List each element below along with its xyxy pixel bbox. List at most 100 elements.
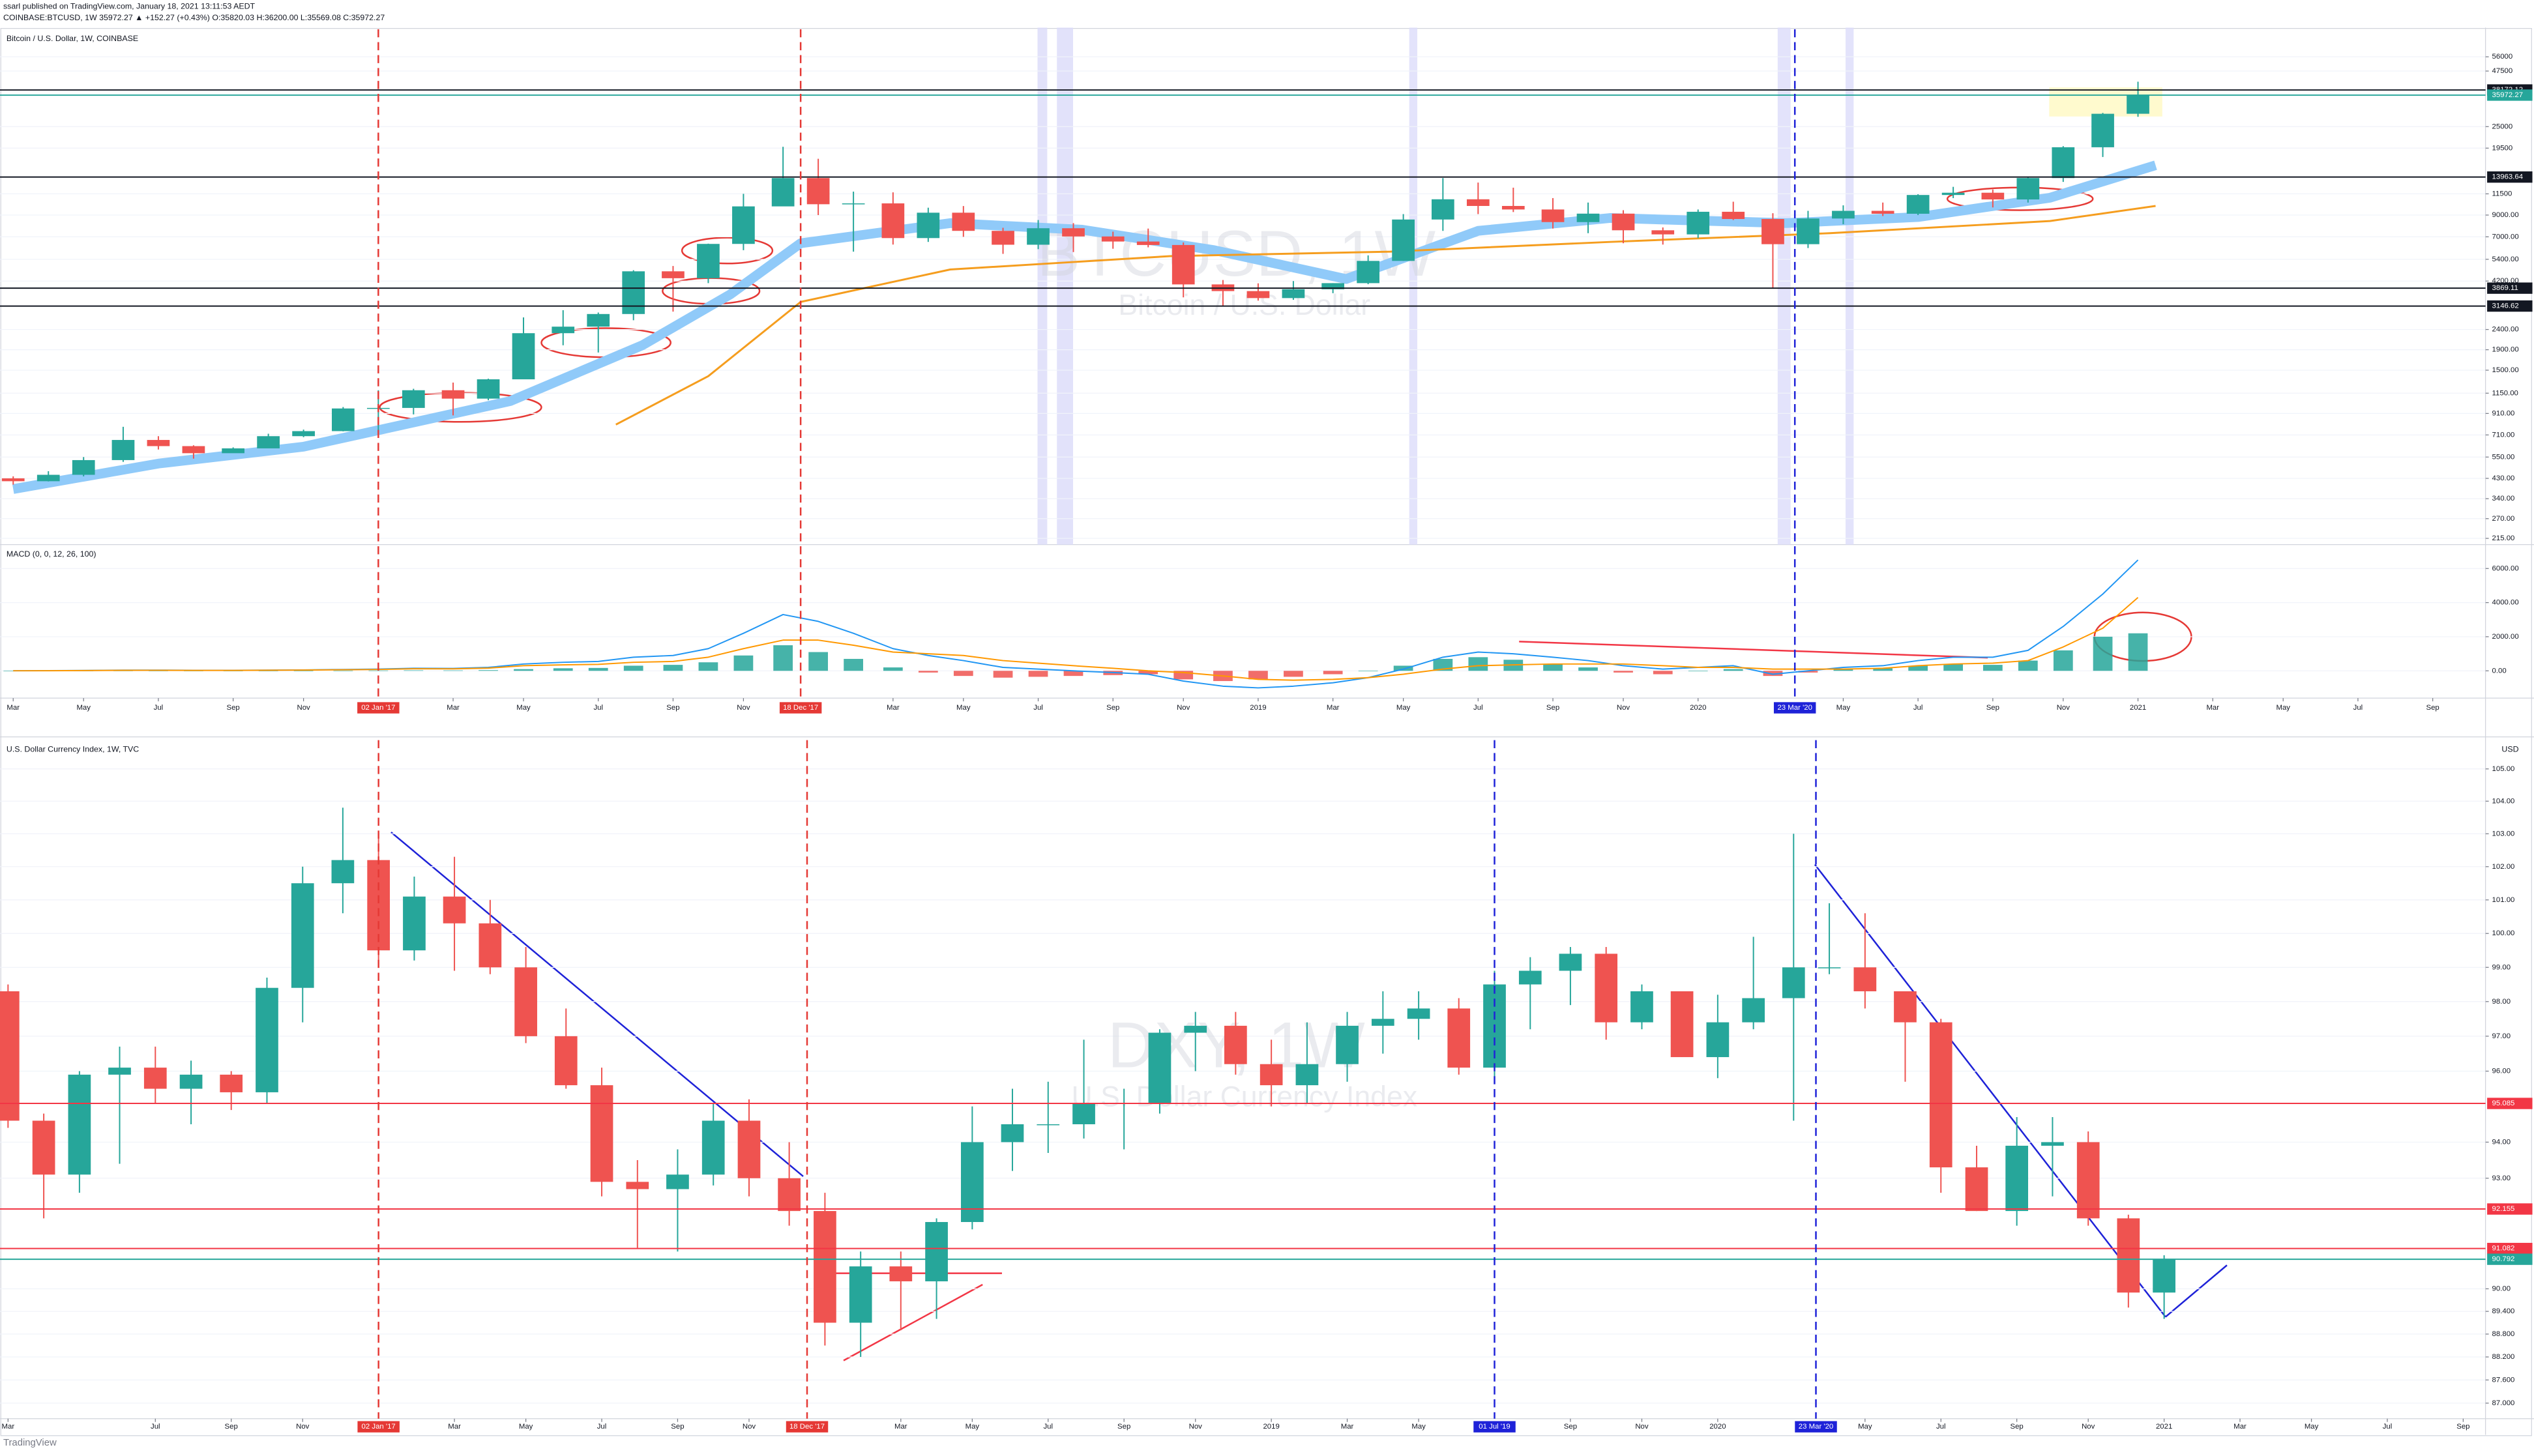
candle-body [552,327,575,334]
candle-body [1559,954,1582,971]
x-tick-label: Nov [1635,1423,1649,1431]
candle-body [257,436,280,448]
candle-body [1929,1022,1952,1168]
price-badge [2487,89,2533,101]
candle-body [1447,1008,1471,1068]
y-tick-label: 87.600 [2492,1376,2515,1384]
price-badge [2487,171,2533,183]
histogram-bar [553,668,573,671]
y-tick-label: 89.400 [2492,1307,2515,1315]
x-tick-label: May [965,1423,980,1431]
histogram-bar [1028,671,1048,677]
candle-body [1224,1025,1247,1064]
y-tick-label: 2000.00 [2492,633,2519,641]
panel-title: U.S. Dollar Currency Index, 1W, TVC [7,745,139,754]
price-badge-label: 95.085 [2492,1099,2515,1107]
candle-body [1630,991,1653,1023]
y-tick-label: 215.00 [2492,534,2515,542]
x-tick-label: Mar [887,704,900,712]
candle-body [917,212,940,239]
histogram-bar [1138,671,1158,675]
price-badge [2487,1098,2533,1109]
candle-body [1001,1124,1024,1143]
candle-body [1282,289,1305,298]
x-tick-label: Mar [2206,704,2219,712]
histogram-bar [883,667,903,671]
x-tick-label: Sep [2426,704,2439,712]
candle-body [441,390,465,399]
candle-body [179,1074,203,1089]
candle-body [1371,1019,1394,1026]
candle-body [147,440,170,446]
candle-body [806,178,830,205]
histogram-bar [1653,671,1673,675]
x-tick-label: May [1836,704,1851,712]
candle-body [1612,213,1635,231]
x-tick-label: Nov [2082,1423,2095,1431]
trend-line [1814,864,2166,1318]
candle-body [403,896,426,951]
x-tick-label: May [2305,1423,2319,1431]
histogram-bar [953,671,973,677]
price-badge [2487,1253,2533,1265]
x-tick-label: May [1858,1423,1872,1431]
y-tick-label: 11500 [2492,190,2512,197]
y-tick-label: 910.00 [2492,409,2515,417]
candle-body [849,1266,872,1323]
x-tick-label: Jul [1936,1423,1946,1431]
candle-body [1501,205,1525,210]
candle-body [1853,967,1877,991]
y-tick-label: 340.00 [2492,495,2515,502]
x-tick-label: Mar [448,1423,461,1431]
x-tick-label: Jul [154,704,164,712]
event-label: 02 Jan '17 [361,704,395,712]
candle-body [1037,1124,1060,1126]
candle-body [1321,283,1345,289]
x-tick-label: May [519,1423,533,1431]
axis-unit: USD [2501,745,2518,754]
price-badge-label: 35972.27 [2492,91,2524,99]
y-tick-label: 710.00 [2492,431,2515,439]
candle-body [1651,230,1675,235]
panel-title: Bitcoin / U.S. Dollar, 1W, COINBASE [7,34,138,43]
x-tick-label: Nov [743,1423,756,1431]
histogram-bar [623,665,643,671]
candle-body [256,987,278,1092]
candle-body [2041,1142,2064,1146]
x-tick-label: Sep [671,1423,684,1431]
x-tick-label: May [76,704,91,712]
x-tick-label: Sep [1117,1423,1130,1431]
x-tick-label: Jul [597,1423,607,1431]
x-tick-label: Sep [227,704,240,712]
candle-body [952,212,975,231]
candle-body [1706,1022,1730,1057]
y-tick-label: 270.00 [2492,515,2515,523]
y-tick-label: 47500 [2492,67,2513,75]
candle-body [1062,228,1085,237]
x-tick-label: Nov [296,1423,310,1431]
candle-body [697,244,720,278]
y-tick-label: 101.00 [2492,896,2515,904]
candle-body [662,271,685,278]
histogram-bar [1613,671,1633,673]
x-tick-label: Sep [1106,704,1119,712]
x-tick-label: May [1396,704,1411,712]
histogram-bar [1833,669,1853,671]
candle-body [111,440,135,460]
footer-logo: TradingView [3,1438,57,1448]
x-tick-label: Nov [2057,704,2070,712]
y-tick-label: 100.00 [2492,929,2515,937]
y-tick-label: 94.00 [2492,1138,2511,1146]
candle-body [1171,244,1195,285]
y-tick-label: 430.00 [2492,474,2515,482]
event-badge [779,702,822,714]
histogram-bar [1982,665,2003,671]
histogram-bar [1873,668,1893,671]
event-label: 02 Jan '17 [362,1423,396,1431]
candle-body [1782,967,1805,998]
trend-line [1519,641,1988,659]
candle-body [108,1068,131,1075]
y-tick-label: 88.200 [2492,1353,2515,1361]
highlight-bands [1037,27,1854,545]
y-tick-label: 1900.00 [2492,346,2519,354]
